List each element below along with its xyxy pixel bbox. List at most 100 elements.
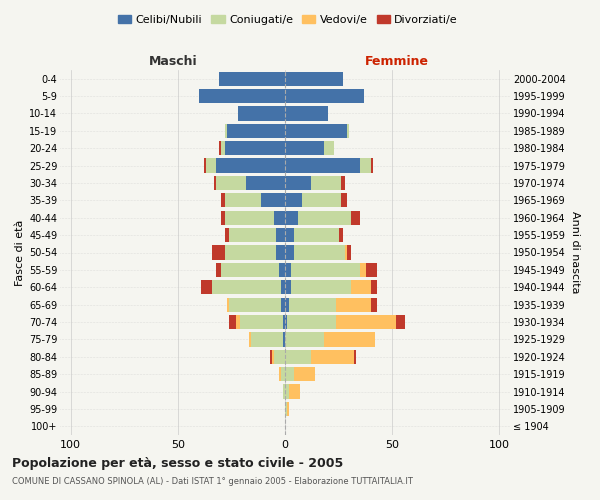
- Bar: [281, 367, 285, 382]
- Bar: [283, 332, 285, 346]
- Bar: [247, 176, 285, 190]
- Bar: [199, 89, 285, 103]
- Bar: [285, 315, 397, 329]
- Bar: [278, 263, 285, 277]
- Bar: [285, 315, 405, 329]
- Bar: [262, 193, 285, 208]
- Bar: [285, 124, 349, 138]
- Bar: [285, 176, 345, 190]
- Bar: [238, 106, 285, 120]
- Bar: [203, 158, 285, 172]
- Bar: [221, 141, 285, 156]
- Bar: [285, 176, 341, 190]
- Bar: [285, 298, 289, 312]
- Bar: [285, 106, 328, 120]
- Bar: [240, 315, 285, 329]
- Bar: [225, 124, 285, 138]
- Bar: [285, 124, 347, 138]
- Bar: [199, 89, 285, 103]
- Bar: [285, 210, 298, 225]
- Bar: [285, 384, 300, 398]
- Bar: [217, 176, 285, 190]
- Bar: [285, 106, 328, 120]
- Bar: [285, 315, 287, 329]
- Bar: [285, 246, 347, 260]
- Bar: [285, 193, 341, 208]
- Bar: [217, 176, 285, 190]
- Bar: [285, 89, 364, 103]
- Bar: [283, 384, 285, 398]
- Bar: [285, 402, 289, 416]
- Bar: [225, 228, 285, 242]
- Bar: [285, 72, 343, 86]
- Bar: [285, 228, 338, 242]
- Bar: [285, 384, 300, 398]
- Bar: [285, 367, 315, 382]
- Bar: [285, 263, 360, 277]
- Bar: [283, 384, 285, 398]
- Bar: [285, 228, 338, 242]
- Bar: [285, 210, 352, 225]
- Bar: [277, 246, 285, 260]
- Bar: [285, 402, 289, 416]
- Bar: [212, 246, 285, 260]
- Bar: [285, 158, 371, 172]
- Bar: [274, 350, 285, 364]
- Bar: [274, 210, 285, 225]
- Text: Maschi: Maschi: [149, 56, 198, 68]
- Bar: [238, 106, 285, 120]
- Bar: [218, 72, 285, 86]
- Bar: [281, 280, 285, 294]
- Bar: [285, 193, 302, 208]
- Bar: [206, 158, 285, 172]
- Bar: [285, 280, 352, 294]
- Bar: [227, 298, 285, 312]
- Bar: [229, 298, 285, 312]
- Bar: [285, 106, 328, 120]
- Bar: [285, 350, 311, 364]
- Bar: [225, 210, 285, 225]
- Bar: [218, 141, 285, 156]
- Bar: [225, 246, 285, 260]
- Bar: [272, 350, 285, 364]
- Bar: [285, 367, 293, 382]
- Bar: [285, 141, 334, 156]
- Y-axis label: Fasce di età: Fasce di età: [14, 220, 25, 286]
- Bar: [285, 402, 287, 416]
- Bar: [236, 315, 285, 329]
- Bar: [217, 263, 285, 277]
- Bar: [281, 298, 285, 312]
- Bar: [285, 72, 343, 86]
- Bar: [285, 89, 364, 103]
- Bar: [225, 124, 285, 138]
- Bar: [285, 263, 367, 277]
- Bar: [248, 332, 285, 346]
- Bar: [248, 332, 285, 346]
- Text: Femmine: Femmine: [364, 56, 428, 68]
- Bar: [270, 350, 285, 364]
- Bar: [285, 106, 328, 120]
- Bar: [238, 106, 285, 120]
- Bar: [285, 193, 347, 208]
- Bar: [285, 280, 371, 294]
- Bar: [199, 89, 285, 103]
- Y-axis label: Anni di nascita: Anni di nascita: [570, 211, 580, 294]
- Bar: [285, 158, 373, 172]
- Bar: [212, 280, 285, 294]
- Bar: [278, 367, 285, 382]
- Bar: [285, 246, 352, 260]
- Bar: [229, 315, 285, 329]
- Bar: [285, 89, 364, 103]
- Bar: [283, 384, 285, 398]
- Bar: [285, 367, 315, 382]
- Bar: [218, 72, 285, 86]
- Bar: [225, 193, 285, 208]
- Bar: [285, 280, 377, 294]
- Bar: [285, 298, 377, 312]
- Bar: [285, 228, 293, 242]
- Bar: [227, 124, 285, 138]
- Text: Popolazione per età, sesso e stato civile - 2005: Popolazione per età, sesso e stato civil…: [12, 458, 343, 470]
- Bar: [227, 298, 285, 312]
- Bar: [285, 263, 377, 277]
- Bar: [285, 72, 343, 86]
